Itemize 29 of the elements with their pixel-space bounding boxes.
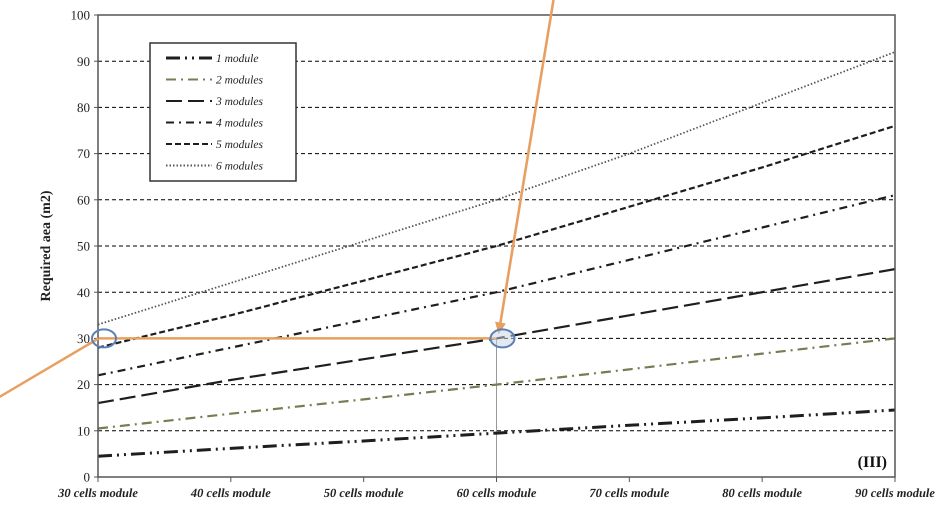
y-tick-label: 0: [84, 470, 90, 485]
annotation: (III): [858, 454, 887, 471]
y-tick-label: 40: [77, 284, 90, 300]
x-tick-label: 80 cells module: [722, 486, 803, 500]
line-series: [96, 408, 896, 458]
legend-label: 5 modules: [216, 139, 264, 152]
legend-label: 1 module: [216, 53, 258, 66]
y-tick-label: 50: [77, 238, 90, 254]
x-tick-label: 30 cells module: [57, 486, 138, 500]
x-tick-label: 60 cells module: [456, 486, 537, 500]
legend-label: 2 modules: [216, 74, 264, 87]
y-tick-label: 80: [77, 100, 90, 115]
x-tick-label: 50 cells module: [324, 486, 404, 500]
y-axis-title: Required aea (m2): [39, 190, 54, 302]
x-tick-label: 70 cells module: [589, 486, 670, 500]
line-series: [96, 268, 896, 404]
y-tick-label: 60: [77, 192, 90, 208]
y-tick-label: 70: [77, 146, 90, 162]
line-series: [96, 337, 896, 430]
y-tick-label: 90: [77, 54, 90, 69]
x-tick-label: 40 cells module: [190, 486, 272, 500]
legend-label: 6 modules: [216, 160, 264, 173]
legend-label: 4 modules: [216, 118, 264, 130]
y-tick-label: 100: [70, 8, 90, 23]
y-tick-label: 20: [77, 377, 90, 392]
y-tick-label: 10: [77, 423, 90, 438]
legend-label: 3 modules: [215, 96, 264, 108]
x-tick-label: 90 cells module: [855, 486, 936, 500]
y-tick-label: 30: [77, 330, 90, 346]
